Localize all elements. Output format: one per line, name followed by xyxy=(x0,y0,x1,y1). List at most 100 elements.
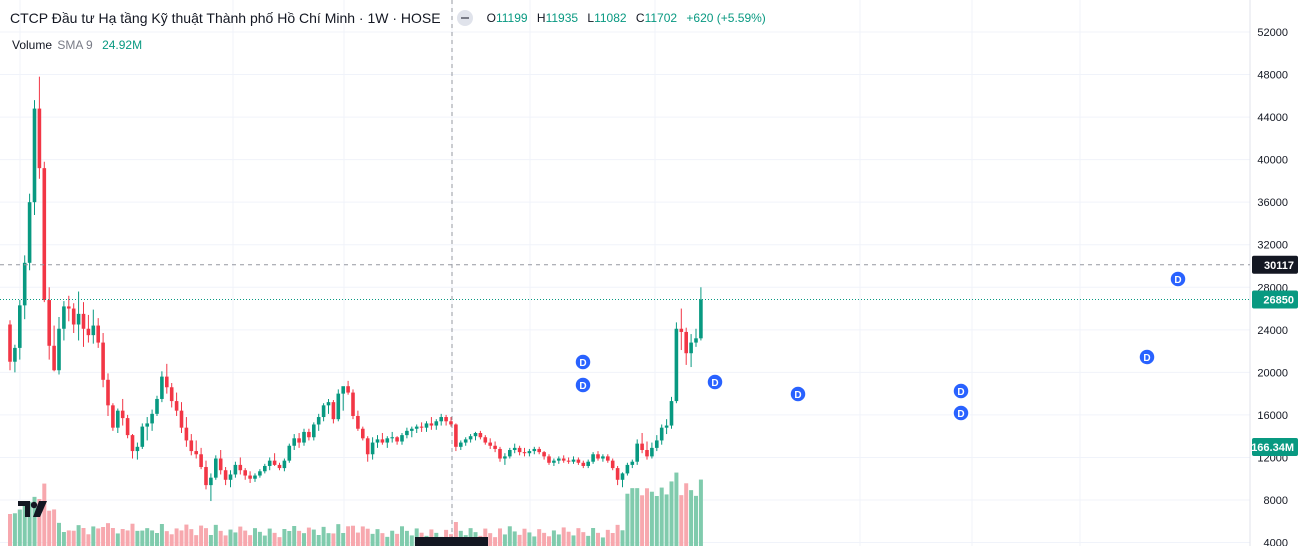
candle-body xyxy=(96,325,100,343)
volume-bar xyxy=(355,532,360,546)
volume-bar xyxy=(208,535,213,546)
volume-bar xyxy=(277,537,282,546)
hide-legend-icon[interactable] xyxy=(456,10,473,26)
candle-body xyxy=(287,445,292,461)
volume-bar xyxy=(27,501,32,546)
y-tick-label: 36000 xyxy=(1257,197,1288,209)
volume-bar xyxy=(12,513,17,546)
volume-bar xyxy=(649,491,654,546)
volume-value-badge: 166.34M xyxy=(1251,442,1294,454)
volume-bar xyxy=(199,525,204,546)
candle-body xyxy=(601,456,605,459)
volume-bar xyxy=(297,530,302,546)
candle-body xyxy=(610,460,615,469)
volume-bar xyxy=(615,524,620,546)
change-value: +620 (+5.59%) xyxy=(686,11,766,25)
dividend-marker-icon xyxy=(574,353,592,371)
candle-body xyxy=(248,475,252,479)
candle-body xyxy=(596,454,600,459)
candle-body xyxy=(238,464,243,471)
candle-body xyxy=(62,306,66,329)
volume-bar xyxy=(86,534,91,546)
dividend-marker-label: D xyxy=(794,390,801,401)
volume-bar xyxy=(164,531,169,546)
candle-body xyxy=(400,435,404,442)
candle-body xyxy=(557,458,561,461)
dividend-marker-label: D xyxy=(957,409,964,420)
candle-body xyxy=(439,417,443,422)
candle-body xyxy=(155,398,159,414)
candle-body xyxy=(277,464,282,469)
candle-body xyxy=(267,460,272,466)
volume-value: 24.92M xyxy=(102,38,143,52)
volume-bar xyxy=(57,522,61,546)
y-tick-label: 40000 xyxy=(1257,155,1288,167)
volume-bar xyxy=(351,525,355,546)
candle-body xyxy=(292,438,296,446)
candle-body xyxy=(508,450,512,457)
candle-body xyxy=(576,459,581,463)
candle-body xyxy=(493,445,497,449)
volume-bar xyxy=(125,530,130,546)
candle-body xyxy=(385,438,390,443)
candle-body xyxy=(444,417,448,422)
candle-body xyxy=(659,427,664,441)
candle-body xyxy=(116,410,120,428)
volume-bar xyxy=(669,481,674,546)
candle-body xyxy=(449,421,453,425)
y-tick-label: 16000 xyxy=(1257,410,1288,422)
volume-bar xyxy=(684,483,689,546)
candle-body xyxy=(547,456,551,463)
y-tick-label: 8000 xyxy=(1264,495,1288,507)
volume-bar xyxy=(331,533,336,546)
candle-body xyxy=(581,462,586,466)
volume-bar xyxy=(640,495,645,546)
candle-body xyxy=(27,202,32,263)
low-value: 11082 xyxy=(594,11,627,25)
last-price-badge-bg xyxy=(1252,290,1298,309)
dividend-marker-label: D xyxy=(711,378,718,389)
volume-bar xyxy=(547,536,551,546)
candle-body xyxy=(71,308,76,325)
volume-bar xyxy=(336,524,341,546)
tradingview-logo-icon[interactable] xyxy=(16,497,50,521)
candle-body xyxy=(140,426,145,447)
volume-bar xyxy=(316,535,321,546)
volume-bar xyxy=(37,499,42,546)
dividend-marker-label: D xyxy=(579,358,586,369)
volume-bar xyxy=(306,527,311,546)
volume-bar xyxy=(600,537,605,546)
volume-bar xyxy=(488,533,493,546)
volume-bar xyxy=(101,527,106,546)
volume-bar xyxy=(542,532,547,546)
volume-bar xyxy=(630,488,635,546)
volume-bar xyxy=(81,528,86,546)
candle-body xyxy=(566,460,571,462)
candle-body xyxy=(454,424,458,447)
volume-bar xyxy=(257,531,262,546)
y-tick-label: 48000 xyxy=(1257,70,1288,82)
y-tick-label: 24000 xyxy=(1257,325,1288,337)
candle-body xyxy=(214,458,218,478)
candle-body xyxy=(459,442,463,447)
dividend-marker-icon xyxy=(706,373,724,391)
ohlc-values: O11199 H11935 L11082 C11702 +620 (+5.59%… xyxy=(486,11,766,25)
candle-body xyxy=(410,428,414,431)
volume-bar xyxy=(155,533,159,546)
dividend-marker-icon xyxy=(952,382,970,400)
candle-body xyxy=(52,345,56,371)
candle-body xyxy=(81,313,86,329)
volume-bar xyxy=(150,530,155,546)
candle-body xyxy=(552,460,556,463)
candle-body xyxy=(326,402,331,406)
volume-bar xyxy=(194,535,199,546)
candle-body xyxy=(209,477,213,486)
volume-bar xyxy=(561,527,566,546)
high-value: 11935 xyxy=(545,11,579,25)
volume-bar xyxy=(52,509,57,546)
candle-body xyxy=(498,448,502,459)
dividend-marker-label: D xyxy=(1174,275,1181,286)
candle-body xyxy=(478,432,483,438)
volume-bar xyxy=(66,530,71,546)
